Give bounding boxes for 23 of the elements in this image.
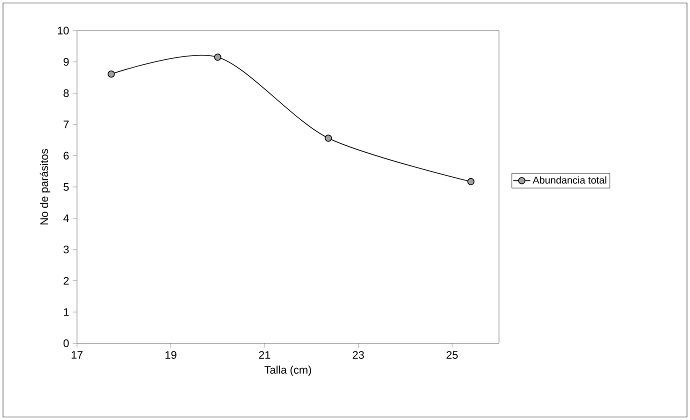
y-tick-label: 7 — [64, 120, 69, 128]
point — [108, 70, 115, 78]
y-tick-label: 3 — [64, 246, 69, 254]
point — [324, 134, 332, 142]
y-tick-label: 1 — [64, 308, 69, 316]
y-tick-label: 5 — [64, 183, 69, 191]
x-tick-label: 25 — [446, 351, 458, 359]
y-tick-label: 10 — [58, 26, 69, 34]
y-tick-label: 8 — [64, 89, 69, 98]
y-tick-label: 0 — [64, 339, 69, 348]
y-tick-label: 4 — [63, 214, 69, 222]
y-tick-label: 9 — [64, 58, 69, 66]
point — [467, 178, 474, 186]
x-tick-label: 21 — [259, 351, 270, 359]
x-tick-label: 19 — [166, 351, 176, 359]
y-tick-label: 6 — [64, 152, 69, 160]
point — [214, 54, 222, 61]
x-axis-title: Talla (cm) — [264, 366, 312, 376]
legend-label: Abundancia total — [532, 176, 606, 184]
y-axis-title: No de parásitos — [40, 148, 50, 224]
x-tick-label: 23 — [352, 351, 364, 359]
y-tick-label: 2 — [64, 276, 69, 285]
x-tick-label: 17 — [72, 351, 83, 359]
